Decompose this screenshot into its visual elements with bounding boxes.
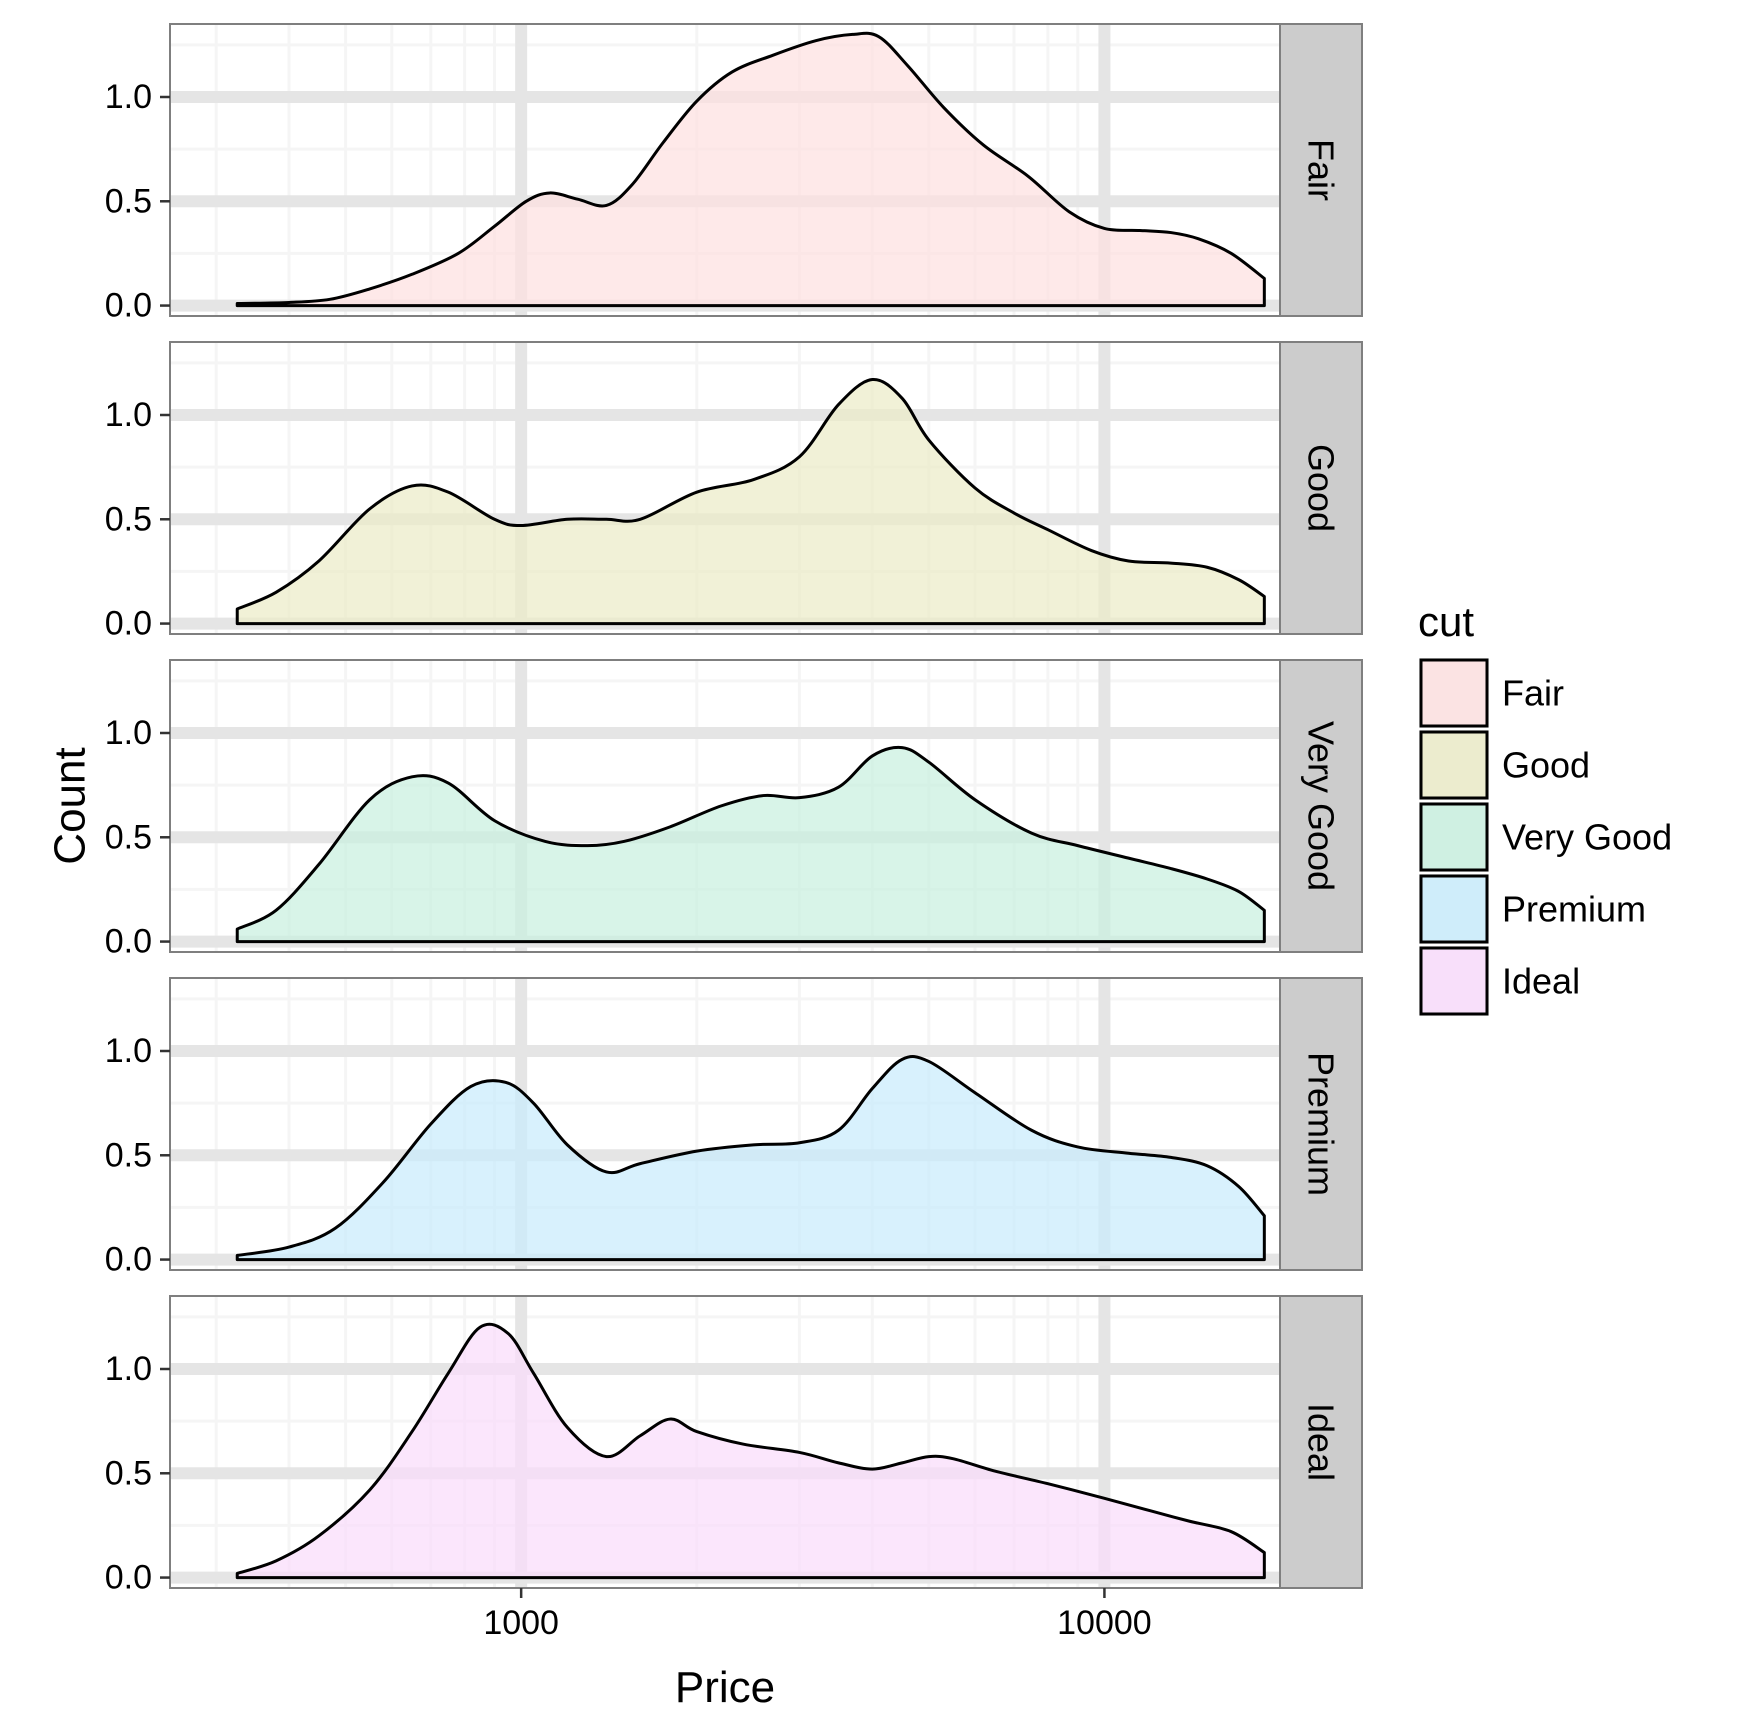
- y-tick-label: 0.0: [105, 1559, 152, 1597]
- legend-swatch: [1419, 946, 1489, 1016]
- legend-label: Fair: [1502, 673, 1564, 714]
- legend-label: Good: [1502, 745, 1590, 786]
- y-tick-label: 1.0: [105, 396, 152, 434]
- facet-panel-very-good: Very Good 0.0 0.5 1.0: [105, 659, 1363, 961]
- facet-strip-label: Fair: [1301, 139, 1342, 201]
- y-tick-label: 1.0: [105, 1032, 152, 1070]
- facet-strip-label: Ideal: [1301, 1403, 1342, 1481]
- y-tick-label: 1.0: [105, 1350, 152, 1388]
- legend-swatch: [1419, 874, 1489, 944]
- y-tick-label: 0.5: [105, 500, 152, 538]
- legend-label: Premium: [1502, 889, 1646, 930]
- facet-panel-ideal: Ideal 0.0 0.5 1.0: [105, 1295, 1363, 1597]
- legend-item-premium: Premium: [1417, 872, 1646, 946]
- density-area-premium: [235, 1055, 1266, 1262]
- density-area-ideal: [235, 1322, 1266, 1580]
- y-tick-label: 0.5: [105, 1136, 152, 1174]
- legend-item-fair: Fair: [1417, 656, 1564, 730]
- density-area-very-good: [235, 745, 1266, 944]
- facet-panel-fair: Fair 0.0 0.5 1.0: [105, 23, 1363, 325]
- facet-strip: [1279, 977, 1363, 1271]
- y-tick-label: 1.0: [105, 78, 152, 116]
- legend: cut Fair Good Very Good Premium Ideal: [1417, 598, 1672, 1018]
- x-tick-label: 10000: [1057, 1604, 1152, 1642]
- facet-strip: [1279, 341, 1363, 635]
- x-axis-title: Price: [675, 1663, 775, 1712]
- x-axis: 1000 10000: [483, 1588, 1152, 1642]
- legend-label: Very Good: [1502, 817, 1672, 858]
- y-tick-label: 0.5: [105, 182, 152, 220]
- facet-panel-good: Good 0.0 0.5 1.0: [105, 341, 1363, 643]
- facet-strip: [1279, 1295, 1363, 1589]
- facet-panel-premium: Premium 0.0 0.5 1.0: [105, 977, 1363, 1279]
- y-tick-label: 0.0: [105, 923, 152, 961]
- legend-swatch: [1419, 802, 1489, 872]
- facet-strip-label: Premium: [1301, 1052, 1342, 1196]
- facet-strip: [1279, 659, 1363, 953]
- density-area-fair: [235, 31, 1266, 308]
- y-tick-label: 0.5: [105, 818, 152, 856]
- facet-strip-label: Very Good: [1301, 721, 1342, 891]
- legend-swatch: [1419, 730, 1489, 800]
- legend-item-good: Good: [1417, 728, 1590, 802]
- facet-strip: [1279, 23, 1363, 317]
- y-tick-label: 1.0: [105, 714, 152, 752]
- y-tick-label: 0.0: [105, 1241, 152, 1279]
- facet-panels: Fair 0.0 0.5 1.0 Good 0.0 0.5 1.0 Very Good 0.0 0.…: [105, 23, 1363, 1597]
- y-axis-title: Count: [46, 747, 95, 864]
- y-tick-label: 0.5: [105, 1454, 152, 1492]
- density-area-good: [235, 378, 1266, 626]
- facet-strip-label: Good: [1301, 444, 1342, 532]
- legend-item-very-good: Very Good: [1417, 800, 1672, 874]
- legend-label: Ideal: [1502, 961, 1580, 1002]
- legend-item-ideal: Ideal: [1417, 944, 1580, 1018]
- x-tick-label: 1000: [483, 1604, 559, 1642]
- legend-title: cut: [1418, 598, 1474, 645]
- y-tick-label: 0.0: [105, 287, 152, 325]
- y-tick-label: 0.0: [105, 605, 152, 643]
- legend-swatch: [1419, 658, 1489, 728]
